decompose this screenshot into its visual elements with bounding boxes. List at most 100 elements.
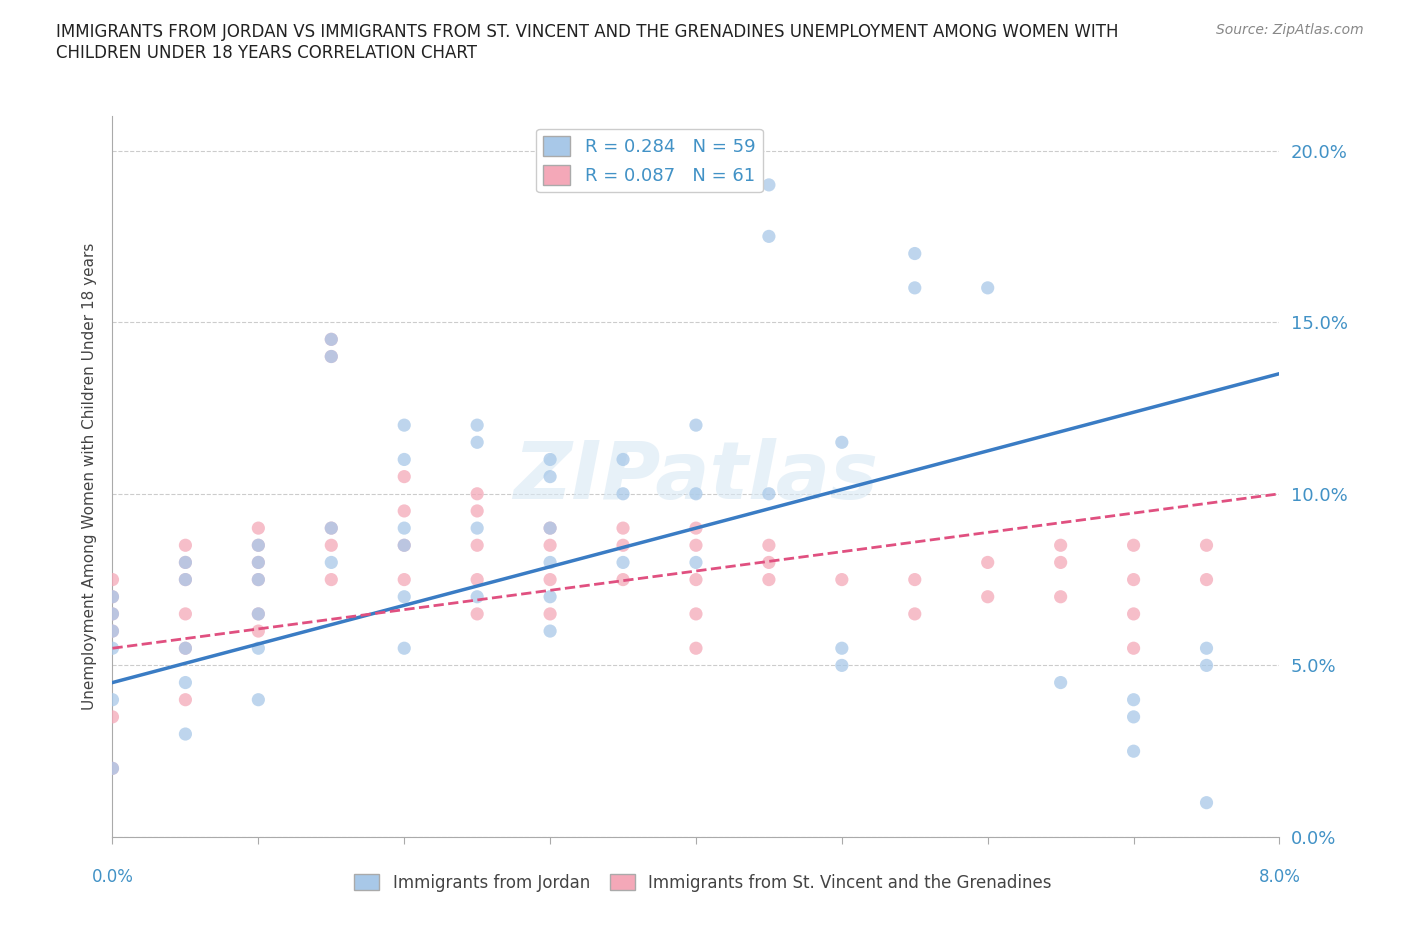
Legend: R = 0.284   N = 59, R = 0.087   N = 61: R = 0.284 N = 59, R = 0.087 N = 61 bbox=[536, 129, 762, 193]
Point bbox=[685, 486, 707, 501]
Point bbox=[247, 521, 270, 536]
Point bbox=[538, 452, 561, 467]
Point bbox=[1049, 538, 1071, 552]
Point bbox=[1049, 555, 1071, 570]
Point bbox=[976, 555, 998, 570]
Point bbox=[831, 572, 853, 587]
Point bbox=[247, 624, 270, 639]
Text: 0.0%: 0.0% bbox=[91, 868, 134, 885]
Point bbox=[612, 555, 634, 570]
Point bbox=[685, 641, 707, 656]
Point bbox=[247, 538, 270, 552]
Point bbox=[174, 641, 197, 656]
Point bbox=[612, 521, 634, 536]
Point bbox=[685, 555, 707, 570]
Point bbox=[831, 658, 853, 672]
Point bbox=[1195, 572, 1218, 587]
Point bbox=[1122, 641, 1144, 656]
Point bbox=[685, 538, 707, 552]
Y-axis label: Unemployment Among Women with Children Under 18 years: Unemployment Among Women with Children U… bbox=[82, 243, 97, 711]
Point bbox=[321, 349, 343, 364]
Point bbox=[101, 692, 124, 707]
Point bbox=[538, 538, 561, 552]
Point bbox=[538, 624, 561, 639]
Point bbox=[394, 469, 416, 484]
Point bbox=[538, 469, 561, 484]
Point bbox=[612, 538, 634, 552]
Point bbox=[101, 590, 124, 604]
Point bbox=[394, 572, 416, 587]
Point bbox=[538, 555, 561, 570]
Point bbox=[1049, 675, 1071, 690]
Point bbox=[538, 521, 561, 536]
Point bbox=[904, 281, 927, 296]
Text: Source: ZipAtlas.com: Source: ZipAtlas.com bbox=[1216, 23, 1364, 37]
Point bbox=[174, 572, 197, 587]
Point bbox=[394, 452, 416, 467]
Point bbox=[101, 606, 124, 621]
Point bbox=[321, 332, 343, 347]
Point bbox=[1122, 572, 1144, 587]
Point bbox=[685, 521, 707, 536]
Point bbox=[174, 692, 197, 707]
Point bbox=[1195, 795, 1218, 810]
Point bbox=[174, 538, 197, 552]
Text: ZIPatlas: ZIPatlas bbox=[513, 438, 879, 515]
Point bbox=[831, 641, 853, 656]
Point bbox=[174, 675, 197, 690]
Point bbox=[101, 572, 124, 587]
Point bbox=[538, 590, 561, 604]
Point bbox=[758, 486, 780, 501]
Point bbox=[321, 572, 343, 587]
Point bbox=[101, 641, 124, 656]
Point bbox=[904, 572, 927, 587]
Point bbox=[1122, 538, 1144, 552]
Point bbox=[465, 538, 488, 552]
Point bbox=[321, 538, 343, 552]
Point bbox=[321, 555, 343, 570]
Point bbox=[247, 572, 270, 587]
Point bbox=[1122, 692, 1144, 707]
Point bbox=[174, 572, 197, 587]
Point bbox=[247, 555, 270, 570]
Point bbox=[685, 572, 707, 587]
Point bbox=[685, 418, 707, 432]
Point bbox=[174, 606, 197, 621]
Point bbox=[976, 590, 998, 604]
Point bbox=[101, 606, 124, 621]
Point bbox=[904, 246, 927, 261]
Point bbox=[394, 521, 416, 536]
Point bbox=[1122, 744, 1144, 759]
Point bbox=[758, 555, 780, 570]
Point bbox=[247, 538, 270, 552]
Point bbox=[174, 726, 197, 741]
Point bbox=[247, 692, 270, 707]
Point bbox=[101, 710, 124, 724]
Point bbox=[1122, 710, 1144, 724]
Point bbox=[465, 590, 488, 604]
Point bbox=[465, 486, 488, 501]
Point bbox=[465, 606, 488, 621]
Point bbox=[758, 538, 780, 552]
Point bbox=[321, 521, 343, 536]
Point bbox=[538, 572, 561, 587]
Point bbox=[101, 624, 124, 639]
Point bbox=[685, 606, 707, 621]
Point bbox=[394, 590, 416, 604]
Text: IMMIGRANTS FROM JORDAN VS IMMIGRANTS FROM ST. VINCENT AND THE GRENADINES UNEMPLO: IMMIGRANTS FROM JORDAN VS IMMIGRANTS FRO… bbox=[56, 23, 1119, 62]
Point bbox=[465, 521, 488, 536]
Point bbox=[247, 606, 270, 621]
Point bbox=[612, 452, 634, 467]
Point bbox=[101, 624, 124, 639]
Point bbox=[904, 606, 927, 621]
Point bbox=[1122, 606, 1144, 621]
Point bbox=[1195, 538, 1218, 552]
Point bbox=[101, 761, 124, 776]
Point bbox=[247, 572, 270, 587]
Legend: Immigrants from Jordan, Immigrants from St. Vincent and the Grenadines: Immigrants from Jordan, Immigrants from … bbox=[347, 867, 1059, 898]
Point bbox=[465, 435, 488, 450]
Point bbox=[758, 229, 780, 244]
Point bbox=[247, 555, 270, 570]
Point bbox=[101, 590, 124, 604]
Point bbox=[174, 555, 197, 570]
